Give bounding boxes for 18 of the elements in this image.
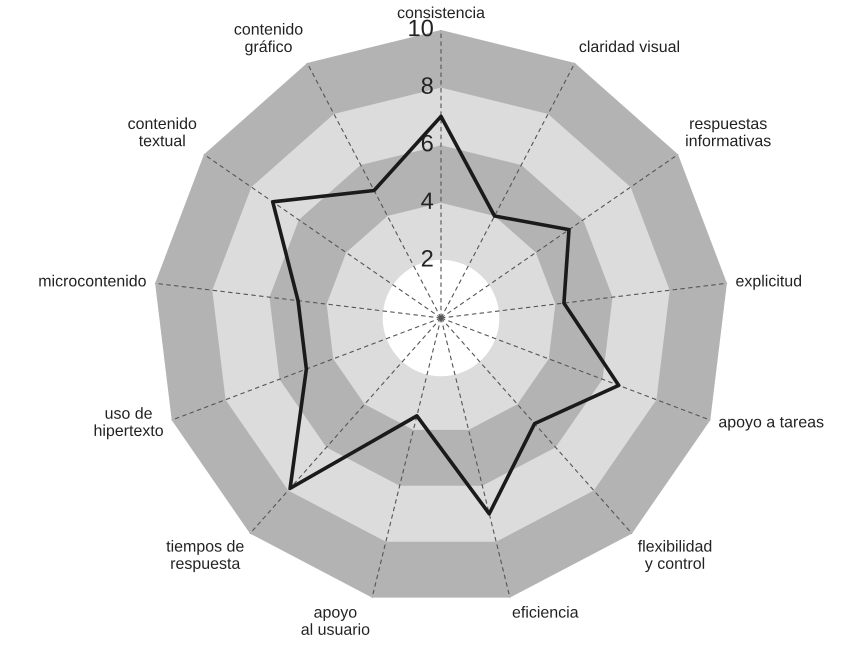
spoke-label: respuestas informativas — [686, 118, 771, 146]
spoke-label: apoyo a tareas — [719, 416, 824, 431]
spoke-label: contenido textual — [128, 117, 196, 146]
spoke-label: explicitud — [736, 274, 802, 290]
spoke-label: claridad visual — [580, 40, 679, 52]
spoke-label: tiempos de respuesta — [166, 540, 244, 572]
spoke-label: flexibilidad y control — [638, 540, 712, 572]
spoke-label: uso de hipertexto — [94, 407, 163, 440]
spoke-label: consistencia — [398, 6, 485, 18]
y-tick-label: 6 — [422, 134, 433, 152]
y-tick-label: 10 — [409, 20, 433, 36]
y-tick-label: 2 — [422, 250, 433, 267]
spoke-label: microcontenido — [39, 274, 146, 287]
spoke-label: apoyo al usuario — [301, 609, 370, 635]
y-tick-label: 8 — [422, 77, 433, 94]
spoke-label: eficiencia — [512, 606, 579, 618]
spoke-label: contenido gráfico — [234, 23, 302, 56]
y-tick-label: 4 — [421, 192, 434, 209]
